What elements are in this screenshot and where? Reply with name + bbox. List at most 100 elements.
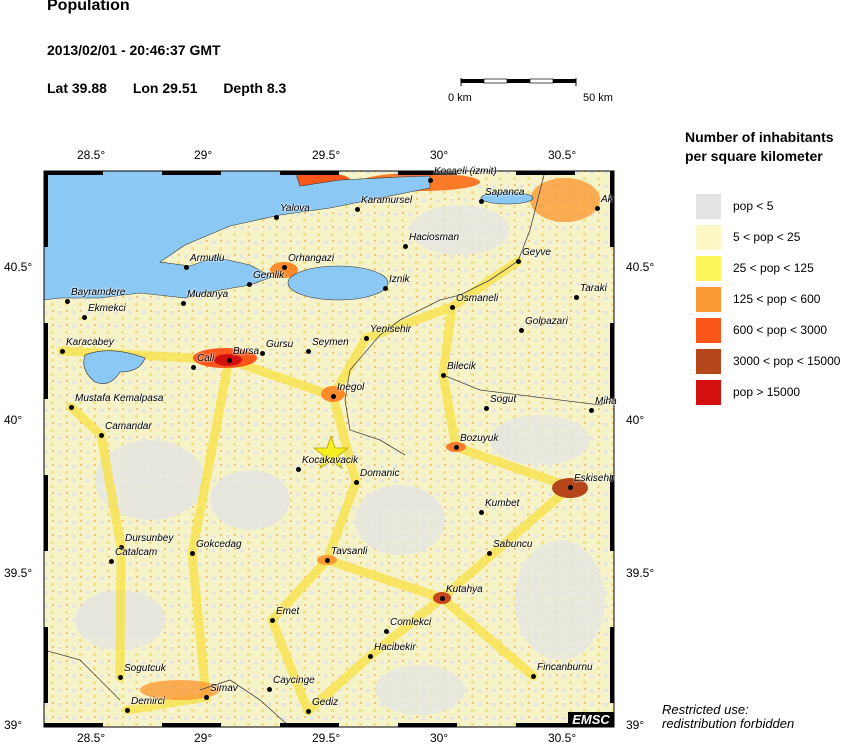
lon-tick-top: 30.5° — [548, 148, 577, 162]
city-label: Comlekci — [390, 617, 432, 628]
event-lat: Lat 39.88 — [47, 80, 107, 96]
city-label: Armutlu — [190, 253, 225, 264]
city-label: Simav — [210, 683, 238, 694]
legend-label: 3000 < pop < 15000 — [733, 354, 841, 368]
city-label: Sogutcuk — [124, 663, 166, 674]
restricted-line1: Restricted use: — [662, 702, 749, 717]
city-marker — [368, 654, 373, 659]
city-marker — [109, 559, 114, 564]
city-marker — [589, 408, 594, 413]
event-depth: Depth 8.3 — [223, 80, 287, 96]
city-marker — [282, 265, 287, 270]
city-marker — [516, 259, 521, 264]
city-label: Catalcam — [115, 547, 158, 558]
sapanca-lake — [480, 191, 534, 205]
city-label: Emet — [276, 606, 300, 617]
city-label: Ak — [601, 194, 613, 205]
city-label: Bursa — [233, 346, 260, 357]
lon-tick-bottom: 30° — [430, 731, 449, 745]
city-marker — [487, 551, 492, 556]
lat-tick-right: 39.5° — [626, 566, 655, 580]
uluabat-lake — [83, 350, 146, 384]
legend-label: 25 < pop < 125 — [733, 261, 814, 275]
event-datetime: 2013/02/01 - 20:46:37 GMT — [47, 42, 221, 58]
sea-of-marmara — [44, 171, 431, 301]
city-marker — [204, 695, 209, 700]
restricted-line2: redistribution forbidden — [662, 716, 795, 731]
city-label: Cali — [197, 353, 215, 364]
city-marker — [260, 351, 265, 356]
legend-item: 600 < pop < 3000 — [696, 317, 827, 343]
city-label: Dursunbey — [125, 533, 174, 544]
city-marker — [306, 709, 311, 714]
city-marker — [383, 286, 388, 291]
city-label: Yenisehir — [370, 324, 412, 335]
legend-item: pop > 15000 — [696, 379, 800, 405]
legend-swatch — [696, 193, 721, 219]
city-label: Mustafa Kemalpasa — [75, 393, 164, 404]
event-lon: Lon 29.51 — [132, 80, 198, 96]
city-label: Kutahya — [446, 584, 483, 595]
city-marker — [82, 315, 87, 320]
legend-label: 125 < pop < 600 — [733, 292, 821, 306]
city-label: Kocakavacik — [302, 455, 359, 466]
lon-tick-top: 29° — [194, 148, 213, 162]
city-marker — [99, 433, 104, 438]
city-label: Miha — [595, 396, 617, 407]
legend-item: pop < 5 — [696, 193, 773, 219]
iznik-lake — [287, 265, 389, 301]
legend-title-line1: Number of inhabitants — [685, 129, 834, 145]
legend-title: Number of inhabitants per square kilomet… — [685, 128, 834, 166]
low-density-areas — [75, 205, 605, 715]
city-marker — [364, 336, 369, 341]
city-marker — [184, 265, 189, 270]
city-label: Sapanca — [485, 187, 525, 198]
city-label: Sabuncu — [493, 539, 533, 550]
legend-swatch — [696, 379, 721, 405]
city-label: Yalova — [280, 203, 310, 214]
city-label: Fincanburnu — [537, 662, 593, 673]
lon-tick-top: 29.5° — [312, 148, 341, 162]
city-label: Caycinge — [273, 675, 315, 686]
event-coordinates: Lat 39.88 Lon 29.51 Depth 8.3 — [47, 80, 308, 96]
city-label: Sogut — [490, 394, 517, 405]
city-label: Hacibekir — [374, 642, 416, 653]
lat-tick-right: 39° — [626, 718, 645, 732]
city-marker — [296, 467, 301, 472]
city-label: Seymen — [312, 337, 349, 348]
city-marker — [274, 215, 279, 220]
city-label: Mudanya — [187, 289, 229, 300]
city-marker — [403, 244, 408, 249]
city-label: Kocaeli (izmit) — [434, 166, 497, 177]
city-marker — [440, 596, 445, 601]
city-label: Orhangazi — [288, 253, 335, 264]
city-label: Bayramdere — [71, 287, 126, 298]
legend-label: 5 < pop < 25 — [733, 230, 801, 244]
city-marker — [267, 687, 272, 692]
city-marker — [306, 349, 311, 354]
city-label: Ekmekci — [88, 303, 126, 314]
city-label: Karamursel — [361, 195, 413, 206]
legend-item: 3000 < pop < 15000 — [696, 348, 840, 374]
city-marker — [355, 207, 360, 212]
city-marker — [450, 305, 455, 310]
city-label: Bilecik — [447, 361, 476, 372]
frame-ticks — [44, 171, 614, 727]
city-marker — [125, 708, 130, 713]
city-label: Domanic — [360, 468, 400, 479]
city-marker — [441, 373, 446, 378]
lon-tick-bottom: 28.5° — [77, 731, 106, 745]
city-label: Karacabey — [66, 337, 114, 348]
city-marker — [191, 365, 196, 370]
city-label: Tavsanli — [331, 546, 368, 557]
city-marker — [270, 618, 275, 623]
city-label: Demirci — [131, 696, 165, 707]
city-label: Taraki — [580, 283, 607, 294]
lat-tick-right: 40.5° — [626, 260, 655, 274]
legend-swatch — [696, 348, 721, 374]
city-marker — [119, 545, 124, 550]
city-label: Golpazari — [525, 316, 568, 327]
city-marker — [574, 295, 579, 300]
city-label: Iznik — [389, 274, 410, 285]
